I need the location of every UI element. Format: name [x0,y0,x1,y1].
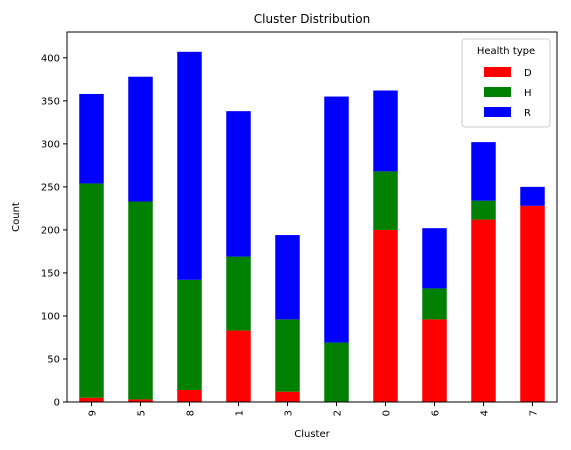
bar-R-cluster-5 [128,76,153,202]
chart-title: Cluster Distribution [254,12,370,26]
x-axis-title: Cluster [294,429,330,440]
bar-R-cluster-6 [422,228,447,289]
x-axis: 9 5 8 1 3 2 0 6 4 7 [88,402,540,416]
bar-D-cluster-7 [520,205,545,402]
x-tick-label: 1 [235,410,246,416]
y-tick-label: 300 [41,139,60,150]
y-tick-label: 0 [54,398,60,409]
x-tick-label: 4 [480,410,491,416]
bar-R-cluster-7 [520,186,545,206]
bar-H-cluster-8 [177,279,202,390]
bar-D-cluster-9 [79,397,104,402]
bar-R-cluster-0 [373,90,398,172]
bar-H-cluster-3 [275,319,300,392]
bar-R-cluster-3 [275,235,300,320]
bars-group [79,51,545,402]
y-tick-label: 200 [41,225,60,236]
bar-H-cluster-9 [79,183,104,398]
bar-H-cluster-2 [324,342,349,402]
x-tick-label: 0 [382,410,393,416]
legend-box [461,38,551,128]
x-tick-label: 3 [284,410,295,416]
y-tick-label: 100 [41,311,60,322]
bar-H-cluster-6 [422,288,447,320]
legend-swatch-D [484,67,511,77]
y-tick-label: 350 [41,96,60,107]
legend-swatch-H [484,87,511,97]
x-tick-label: 5 [137,410,148,416]
y-tick-label: 150 [41,268,60,279]
bar-H-cluster-5 [128,201,153,400]
legend-label-H: H [524,88,532,99]
legend-label-D: D [524,68,532,79]
legend-title: Health type [477,46,535,57]
bar-D-cluster-5 [128,399,153,402]
bar-D-cluster-1 [226,330,251,402]
legend-items: DHR [484,67,532,119]
legend-label-R: R [524,108,531,119]
bar-D-cluster-3 [275,391,300,402]
bar-D-cluster-8 [177,389,202,402]
bar-R-cluster-4 [471,142,496,201]
x-tick-label: 8 [186,410,197,416]
y-tick-label: 250 [41,182,60,193]
bar-R-cluster-1 [226,111,251,257]
y-axis-title: Count [11,202,22,232]
legend-swatch-R [484,107,511,117]
legend: Health type DHR [461,38,551,128]
bar-D-cluster-0 [373,229,398,402]
bar-D-cluster-6 [422,319,447,402]
bar-R-cluster-8 [177,51,202,280]
bar-R-cluster-2 [324,96,349,343]
bar-H-cluster-0 [373,171,398,230]
x-tick-label: 6 [431,410,442,416]
bar-H-cluster-4 [471,200,496,220]
y-tick-label: 400 [41,53,60,64]
y-axis: 0 50 100 150 200 250 300 350 400 [41,53,67,409]
bar-H-cluster-1 [226,256,251,331]
y-tick-label: 50 [47,354,60,365]
plot-frame [66,31,558,403]
x-tick-label: 2 [333,410,344,416]
bar-D-cluster-4 [471,219,496,402]
bar-R-cluster-9 [79,93,104,184]
x-tick-label: 9 [88,410,99,416]
x-tick-label: 7 [529,410,540,416]
